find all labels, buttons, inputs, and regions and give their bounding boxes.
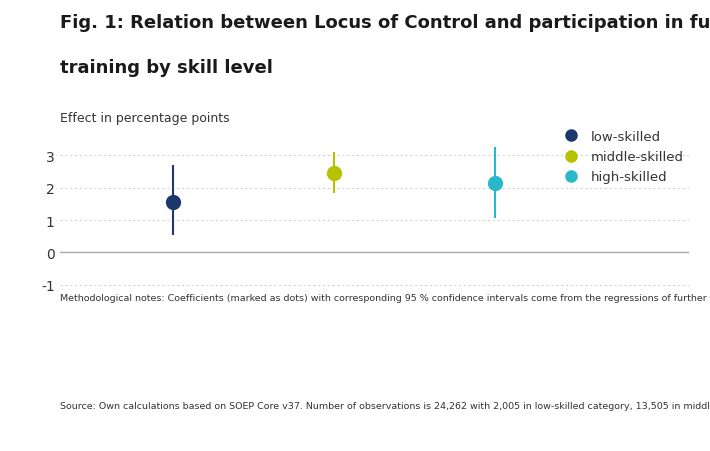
- Text: training by skill level: training by skill level: [60, 59, 273, 77]
- Text: Methodological notes: Coefficients (marked as dots) with corresponding 95 % conf: Methodological notes: Coefficients (mark…: [60, 294, 710, 302]
- Text: Fig. 1: Relation between Locus of Control and participation in further: Fig. 1: Relation between Locus of Contro…: [60, 14, 710, 32]
- Legend: low-skilled, middle-skilled, high-skilled: low-skilled, middle-skilled, high-skille…: [552, 125, 689, 189]
- Text: Effect in percentage points: Effect in percentage points: [60, 112, 230, 125]
- Text: Source: Own calculations based on SOEP Core v37. Number of observations is 24,26: Source: Own calculations based on SOEP C…: [60, 401, 710, 410]
